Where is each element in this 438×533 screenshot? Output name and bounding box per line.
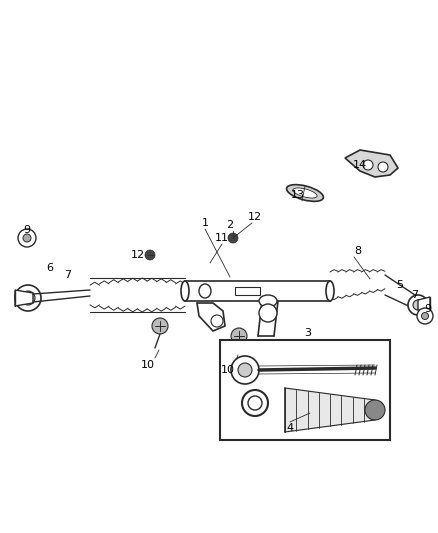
Text: 10: 10 bbox=[141, 360, 155, 370]
Text: 12: 12 bbox=[131, 250, 145, 260]
Circle shape bbox=[211, 315, 223, 327]
Text: 7: 7 bbox=[411, 290, 419, 300]
Circle shape bbox=[238, 363, 252, 377]
Text: 13: 13 bbox=[291, 190, 305, 200]
Circle shape bbox=[228, 233, 238, 243]
Circle shape bbox=[15, 285, 41, 311]
Text: 4: 4 bbox=[286, 423, 293, 433]
Ellipse shape bbox=[181, 281, 189, 301]
Ellipse shape bbox=[242, 390, 268, 416]
Circle shape bbox=[21, 291, 35, 305]
Circle shape bbox=[23, 234, 31, 242]
Circle shape bbox=[363, 160, 373, 170]
Circle shape bbox=[365, 400, 385, 420]
Circle shape bbox=[417, 308, 433, 324]
Circle shape bbox=[152, 318, 168, 334]
Circle shape bbox=[231, 356, 259, 384]
Bar bbox=[235, 287, 260, 295]
Text: 3: 3 bbox=[304, 328, 311, 338]
Text: 10: 10 bbox=[221, 365, 235, 375]
Text: 9: 9 bbox=[24, 225, 31, 235]
Ellipse shape bbox=[259, 295, 277, 307]
Ellipse shape bbox=[286, 184, 323, 201]
Text: 1: 1 bbox=[201, 218, 208, 228]
Text: 8: 8 bbox=[354, 246, 361, 256]
Circle shape bbox=[413, 300, 423, 310]
Text: 5: 5 bbox=[396, 280, 403, 290]
Circle shape bbox=[145, 250, 155, 260]
Circle shape bbox=[421, 312, 428, 319]
Text: 9: 9 bbox=[424, 304, 431, 314]
Circle shape bbox=[18, 229, 36, 247]
Ellipse shape bbox=[248, 396, 262, 410]
Polygon shape bbox=[15, 290, 33, 306]
Polygon shape bbox=[197, 303, 225, 331]
Circle shape bbox=[378, 162, 388, 172]
Text: 6: 6 bbox=[46, 263, 53, 273]
Polygon shape bbox=[418, 297, 430, 313]
Text: 12: 12 bbox=[248, 212, 262, 222]
Text: 7: 7 bbox=[64, 270, 71, 280]
Bar bbox=[185, 281, 330, 301]
Polygon shape bbox=[345, 150, 398, 177]
Ellipse shape bbox=[326, 281, 334, 301]
Ellipse shape bbox=[199, 284, 211, 298]
Text: 11: 11 bbox=[215, 233, 229, 243]
Text: 14: 14 bbox=[353, 160, 367, 170]
Ellipse shape bbox=[293, 188, 317, 198]
Bar bbox=[220, 340, 390, 440]
Text: 2: 2 bbox=[226, 220, 233, 230]
Circle shape bbox=[408, 295, 428, 315]
Circle shape bbox=[231, 328, 247, 344]
Circle shape bbox=[259, 304, 277, 322]
